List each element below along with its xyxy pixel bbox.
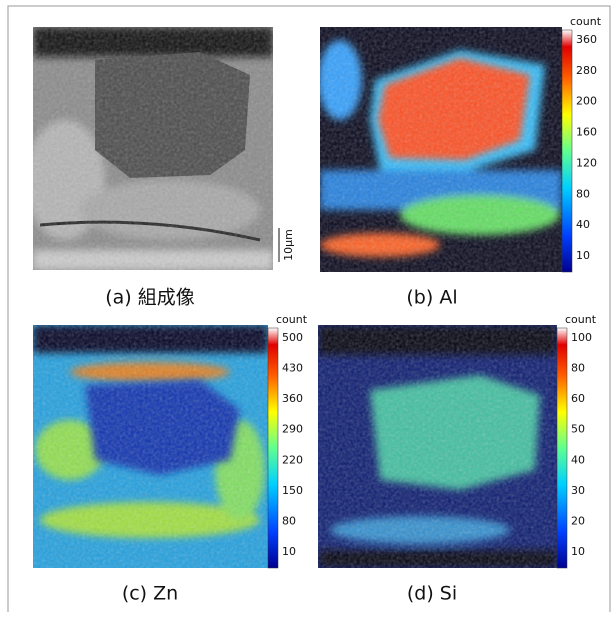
figure-svg: 10μm (a) bbox=[0, 0, 616, 620]
colorbar-tick-label: 160 bbox=[576, 126, 597, 139]
colorbar-tick-label: 290 bbox=[282, 423, 303, 436]
colorbar-tick-label: 80 bbox=[282, 514, 296, 527]
colorbar-tick-label: 280 bbox=[576, 64, 597, 77]
colorbar-tick-label: 20 bbox=[571, 514, 585, 527]
colorbar-tick-label: 100 bbox=[571, 331, 592, 344]
colorbar-tick-label: 10 bbox=[282, 545, 296, 558]
colorbar-tick-label: 80 bbox=[576, 187, 590, 200]
colorbar-tick-label: 10 bbox=[571, 545, 585, 558]
colorbar-tick-label: 30 bbox=[571, 484, 585, 497]
image-a bbox=[25, 27, 273, 270]
colorbar-tick-label: 360 bbox=[576, 33, 597, 46]
colorbar bbox=[557, 328, 567, 568]
image-c bbox=[33, 325, 268, 568]
colorbar-tick-label: 220 bbox=[282, 453, 303, 466]
colorbar-tick-label: 430 bbox=[282, 362, 303, 375]
scale-bar-label: 10μm bbox=[282, 229, 295, 261]
colorbar-title: count bbox=[565, 313, 597, 326]
image-d bbox=[318, 325, 557, 568]
colorbar-tick-label: 40 bbox=[576, 218, 590, 231]
caption: (d) Si bbox=[407, 583, 457, 605]
colorbar-tick-label: 40 bbox=[571, 453, 585, 466]
colorbar-title: count bbox=[276, 313, 308, 326]
colorbar-tick-label: 200 bbox=[576, 95, 597, 108]
colorbar-tick-label: 120 bbox=[576, 156, 597, 169]
caption: (a) 組成像 bbox=[105, 287, 195, 309]
colorbar-tick-label: 60 bbox=[571, 392, 585, 405]
caption: (c) Zn bbox=[122, 583, 178, 605]
caption: (b) Al bbox=[406, 287, 457, 309]
colorbar-tick-label: 150 bbox=[282, 484, 303, 497]
colorbar-tick-label: 80 bbox=[571, 362, 585, 375]
image-b bbox=[318, 27, 562, 272]
colorbar-tick-label: 360 bbox=[282, 392, 303, 405]
colorbar-tick-label: 10 bbox=[576, 249, 590, 262]
colorbar-title: count bbox=[570, 15, 602, 28]
colorbar-tick-label: 50 bbox=[571, 423, 585, 436]
figure: 10μm (a) bbox=[0, 0, 616, 620]
colorbar bbox=[268, 328, 278, 568]
colorbar bbox=[562, 30, 572, 272]
colorbar-tick-label: 500 bbox=[282, 331, 303, 344]
